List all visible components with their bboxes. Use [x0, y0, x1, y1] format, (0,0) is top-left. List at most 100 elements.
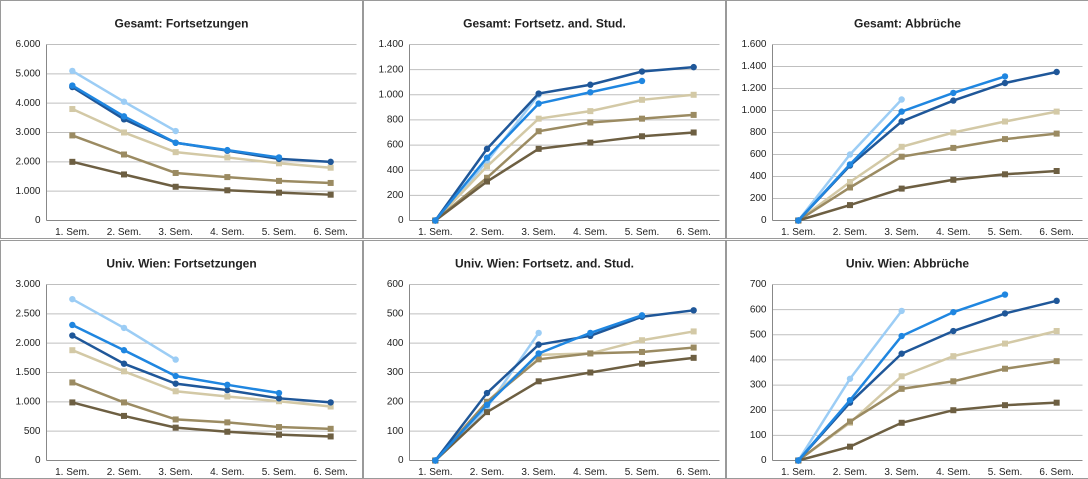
- y-tick-label: 0: [35, 455, 41, 466]
- point-marker: [639, 348, 645, 355]
- point-marker: [327, 191, 334, 198]
- x-tick-label: 6. Sem.: [676, 227, 710, 238]
- y-tick-label: 200: [387, 396, 404, 407]
- point-marker: [275, 395, 283, 402]
- point-marker: [69, 106, 76, 113]
- point-marker: [847, 443, 853, 450]
- chart-title: Gesamt: Fortsetzungen: [114, 17, 248, 31]
- point-marker: [69, 158, 76, 165]
- point-marker: [276, 189, 282, 196]
- x-tick-label: 4. Sem.: [936, 227, 970, 238]
- y-tick-label: 500: [387, 308, 404, 319]
- point-marker: [950, 327, 957, 335]
- point-marker: [224, 154, 231, 161]
- point-marker: [276, 177, 282, 184]
- y-tick-label: 800: [750, 127, 767, 138]
- x-tick-label: 2. Sem.: [833, 227, 867, 238]
- y-tick-label: 1.000: [15, 186, 40, 197]
- x-tick-label: 1. Sem.: [418, 467, 452, 478]
- point-marker: [898, 307, 905, 315]
- point-marker: [172, 139, 179, 146]
- point-marker: [69, 295, 76, 303]
- point-marker: [172, 372, 179, 380]
- series-line: [434, 309, 694, 462]
- point-marker: [587, 81, 594, 88]
- y-tick-label: 600: [387, 279, 404, 290]
- series-line: [71, 349, 331, 408]
- point-marker: [275, 154, 283, 161]
- point-marker: [898, 350, 905, 357]
- point-marker: [69, 321, 76, 329]
- chart-title: Univ. Wien: Fortsetzungen: [106, 257, 256, 271]
- x-tick-label: 5. Sem.: [988, 467, 1022, 478]
- y-tick-label: 600: [387, 140, 404, 151]
- point-marker: [483, 389, 491, 397]
- y-tick-label: 1.500: [15, 367, 40, 378]
- point-marker: [327, 433, 334, 440]
- point-marker: [846, 375, 854, 382]
- y-tick-label: 600: [750, 304, 767, 315]
- point-marker: [121, 399, 127, 406]
- point-marker: [483, 154, 491, 161]
- y-tick-label: 4.000: [15, 98, 40, 109]
- point-marker: [639, 133, 645, 140]
- series-line: [797, 110, 1057, 222]
- point-marker: [898, 419, 905, 426]
- point-marker: [172, 424, 179, 431]
- x-tick-label: 1. Sem.: [55, 467, 89, 478]
- point-marker: [690, 63, 697, 71]
- point-marker: [432, 217, 439, 224]
- x-tick-label: 2. Sem.: [470, 467, 504, 478]
- point-marker: [638, 68, 646, 75]
- series-line: [434, 93, 694, 222]
- x-tick-label: 3. Sem.: [521, 227, 555, 238]
- x-tick-label: 6. Sem.: [313, 467, 347, 478]
- point-marker: [950, 144, 957, 151]
- point-marker: [275, 389, 283, 397]
- point-marker: [432, 457, 439, 464]
- y-tick-label: 6.000: [15, 39, 40, 50]
- point-marker: [690, 344, 697, 351]
- y-tick-label: 500: [750, 329, 767, 340]
- point-marker: [69, 332, 76, 339]
- point-marker: [1002, 171, 1008, 178]
- y-tick-label: 5.000: [15, 68, 40, 79]
- point-marker: [121, 151, 127, 158]
- point-marker: [224, 393, 231, 400]
- point-marker: [69, 132, 76, 139]
- series-line: [71, 381, 331, 431]
- point-marker: [898, 108, 905, 115]
- point-marker: [847, 184, 853, 191]
- x-tick-label: 6. Sem.: [313, 227, 347, 238]
- point-marker: [120, 347, 128, 354]
- y-tick-label: 1.400: [378, 39, 403, 50]
- x-tick-label: 5. Sem.: [988, 227, 1022, 238]
- point-marker: [535, 145, 542, 152]
- y-tick-label: 1.000: [741, 105, 766, 116]
- point-marker: [950, 129, 957, 136]
- point-marker: [535, 350, 542, 357]
- series-line: [434, 346, 694, 462]
- point-marker: [950, 308, 957, 316]
- y-tick-label: 200: [750, 405, 767, 416]
- point-marker: [846, 151, 854, 158]
- point-marker: [639, 115, 645, 122]
- point-marker: [847, 179, 853, 185]
- point-marker: [120, 324, 128, 332]
- point-marker: [327, 164, 334, 171]
- x-tick-label: 4. Sem.: [210, 227, 244, 238]
- y-tick-label: 400: [387, 165, 404, 176]
- y-tick-label: 2.000: [15, 338, 40, 349]
- y-tick-label: 500: [24, 426, 41, 437]
- point-marker: [69, 379, 76, 386]
- y-tick-label: 400: [750, 355, 767, 366]
- series-line: [72, 401, 331, 438]
- point-marker: [535, 115, 542, 122]
- x-tick-label: 3. Sem.: [158, 227, 192, 238]
- point-marker: [172, 356, 179, 363]
- point-marker: [483, 401, 491, 408]
- point-marker: [327, 399, 334, 406]
- series-line: [798, 401, 1057, 462]
- y-tick-label: 100: [387, 426, 404, 437]
